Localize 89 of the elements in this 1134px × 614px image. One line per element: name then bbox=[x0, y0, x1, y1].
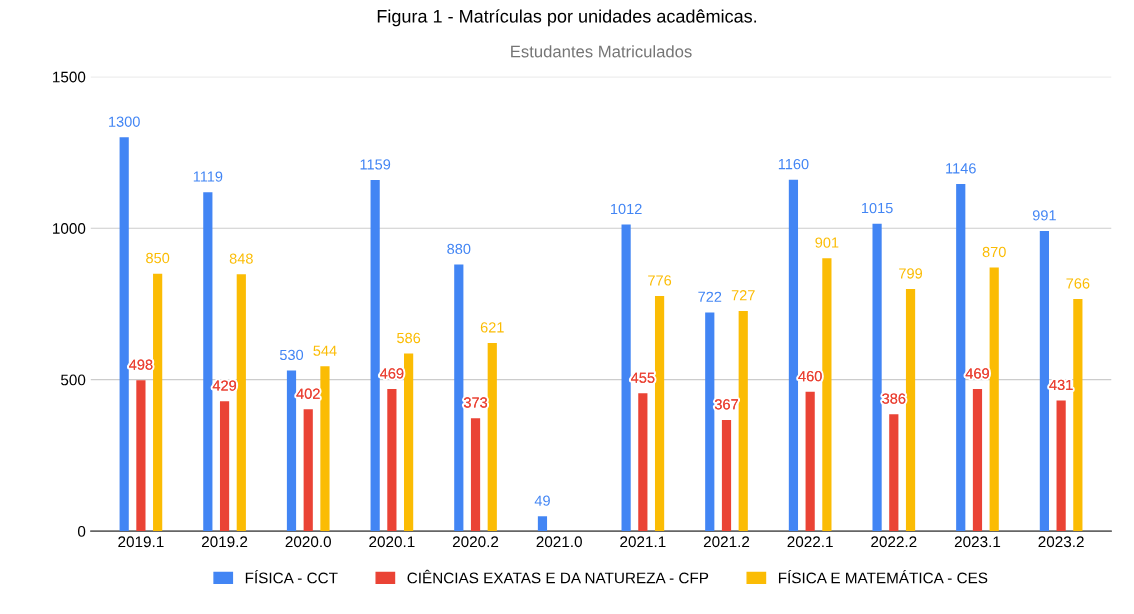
chart-title: Estudantes Matriculados bbox=[511, 45, 692, 58]
data-label: 799 bbox=[899, 268, 923, 279]
data-label: 848 bbox=[229, 253, 253, 264]
x-tick-label: 2019.2 bbox=[201, 536, 248, 548]
data-label: 901 bbox=[815, 237, 839, 248]
bar bbox=[370, 180, 380, 532]
data-label: 469 bbox=[380, 368, 404, 379]
x-tick-label: 2021.1 bbox=[620, 536, 666, 548]
data-label: 776 bbox=[648, 275, 672, 286]
x-tick-label: 2021.0 bbox=[536, 536, 582, 548]
x-tick-label: 2023.1 bbox=[954, 536, 1001, 548]
data-label: 429 bbox=[212, 380, 237, 391]
bar bbox=[286, 370, 297, 532]
data-label: 1146 bbox=[946, 163, 976, 174]
bar bbox=[905, 289, 916, 532]
data-label: 367 bbox=[714, 399, 738, 410]
bar bbox=[1056, 400, 1066, 532]
data-label: 460 bbox=[798, 370, 822, 382]
x-tick-label: 2022.1 bbox=[787, 536, 833, 548]
data-label: 544 bbox=[313, 345, 337, 356]
data-label: 1300 bbox=[109, 116, 140, 127]
bar bbox=[387, 389, 397, 532]
bar bbox=[219, 401, 230, 532]
data-label: 49 bbox=[534, 495, 550, 506]
x-tick-label: 2023.2 bbox=[1038, 536, 1084, 548]
bar bbox=[136, 380, 146, 532]
x-tick-label: 2020.2 bbox=[452, 536, 499, 548]
legend-label: CIÊNCIAS EXATAS E DA NATUREZA - CFP bbox=[407, 569, 709, 584]
bar bbox=[721, 419, 732, 532]
data-label: 1015 bbox=[861, 202, 893, 214]
data-label: 455 bbox=[631, 372, 655, 383]
data-label: 530 bbox=[279, 349, 304, 361]
bar bbox=[654, 296, 665, 532]
data-label: 870 bbox=[982, 246, 1006, 258]
data-label: 373 bbox=[463, 397, 488, 408]
bar bbox=[972, 389, 983, 532]
y-tick-label: 0 bbox=[77, 525, 86, 537]
legend-label: FÍSICA - CCT bbox=[245, 569, 338, 584]
bar bbox=[470, 418, 481, 532]
data-label: 386 bbox=[882, 393, 906, 404]
data-label: 498 bbox=[129, 359, 153, 370]
data-label: 1119 bbox=[193, 171, 223, 182]
bar bbox=[956, 183, 966, 532]
y-tick-label: 500 bbox=[60, 374, 86, 386]
bar bbox=[537, 516, 548, 532]
x-tick-label: 2022.2 bbox=[871, 536, 917, 548]
data-label: 991 bbox=[1032, 210, 1056, 221]
bar bbox=[638, 393, 648, 532]
data-label: 586 bbox=[397, 332, 421, 344]
bar bbox=[203, 192, 213, 532]
bar bbox=[404, 353, 414, 532]
bar bbox=[153, 273, 163, 532]
bar bbox=[621, 224, 631, 532]
bar bbox=[738, 310, 748, 532]
data-label: 766 bbox=[1066, 278, 1090, 289]
bar bbox=[236, 274, 246, 532]
y-tick-label: 1000 bbox=[53, 223, 86, 234]
x-tick-label: 2020.0 bbox=[285, 536, 331, 548]
bar bbox=[872, 223, 882, 532]
data-label: 722 bbox=[698, 291, 722, 302]
y-tick-label: 1500 bbox=[53, 71, 86, 83]
data-label: 1159 bbox=[360, 159, 391, 170]
legend-label: FÍSICA E MATEMÁTICA - CES bbox=[778, 569, 988, 584]
bar bbox=[1039, 230, 1049, 532]
data-label: 1012 bbox=[611, 203, 642, 215]
bar bbox=[119, 137, 129, 532]
data-label: 850 bbox=[146, 252, 170, 264]
x-tick-label: 2021.2 bbox=[703, 536, 750, 548]
bar bbox=[788, 179, 799, 532]
bar bbox=[822, 258, 832, 532]
bar bbox=[454, 264, 464, 532]
bar bbox=[889, 414, 899, 532]
bar bbox=[320, 366, 330, 532]
data-label: 402 bbox=[296, 388, 320, 399]
data-label: 621 bbox=[480, 322, 504, 333]
data-label: 431 bbox=[1049, 379, 1073, 391]
bar bbox=[487, 343, 497, 532]
data-label: 469 bbox=[965, 368, 989, 379]
data-label: 1160 bbox=[778, 158, 809, 170]
bar bbox=[989, 267, 999, 532]
bar bbox=[805, 391, 815, 532]
x-tick-label: 2020.1 bbox=[369, 536, 415, 548]
x-tick-label: 2019.1 bbox=[118, 536, 164, 548]
bar bbox=[1073, 299, 1083, 532]
bar bbox=[705, 312, 715, 532]
bar bbox=[303, 409, 313, 532]
data-label: 880 bbox=[447, 243, 471, 255]
data-label: 727 bbox=[731, 290, 755, 301]
text: Figura 1 - Matrículas por unidades acadêmicas. bbox=[377, 9, 757, 27]
